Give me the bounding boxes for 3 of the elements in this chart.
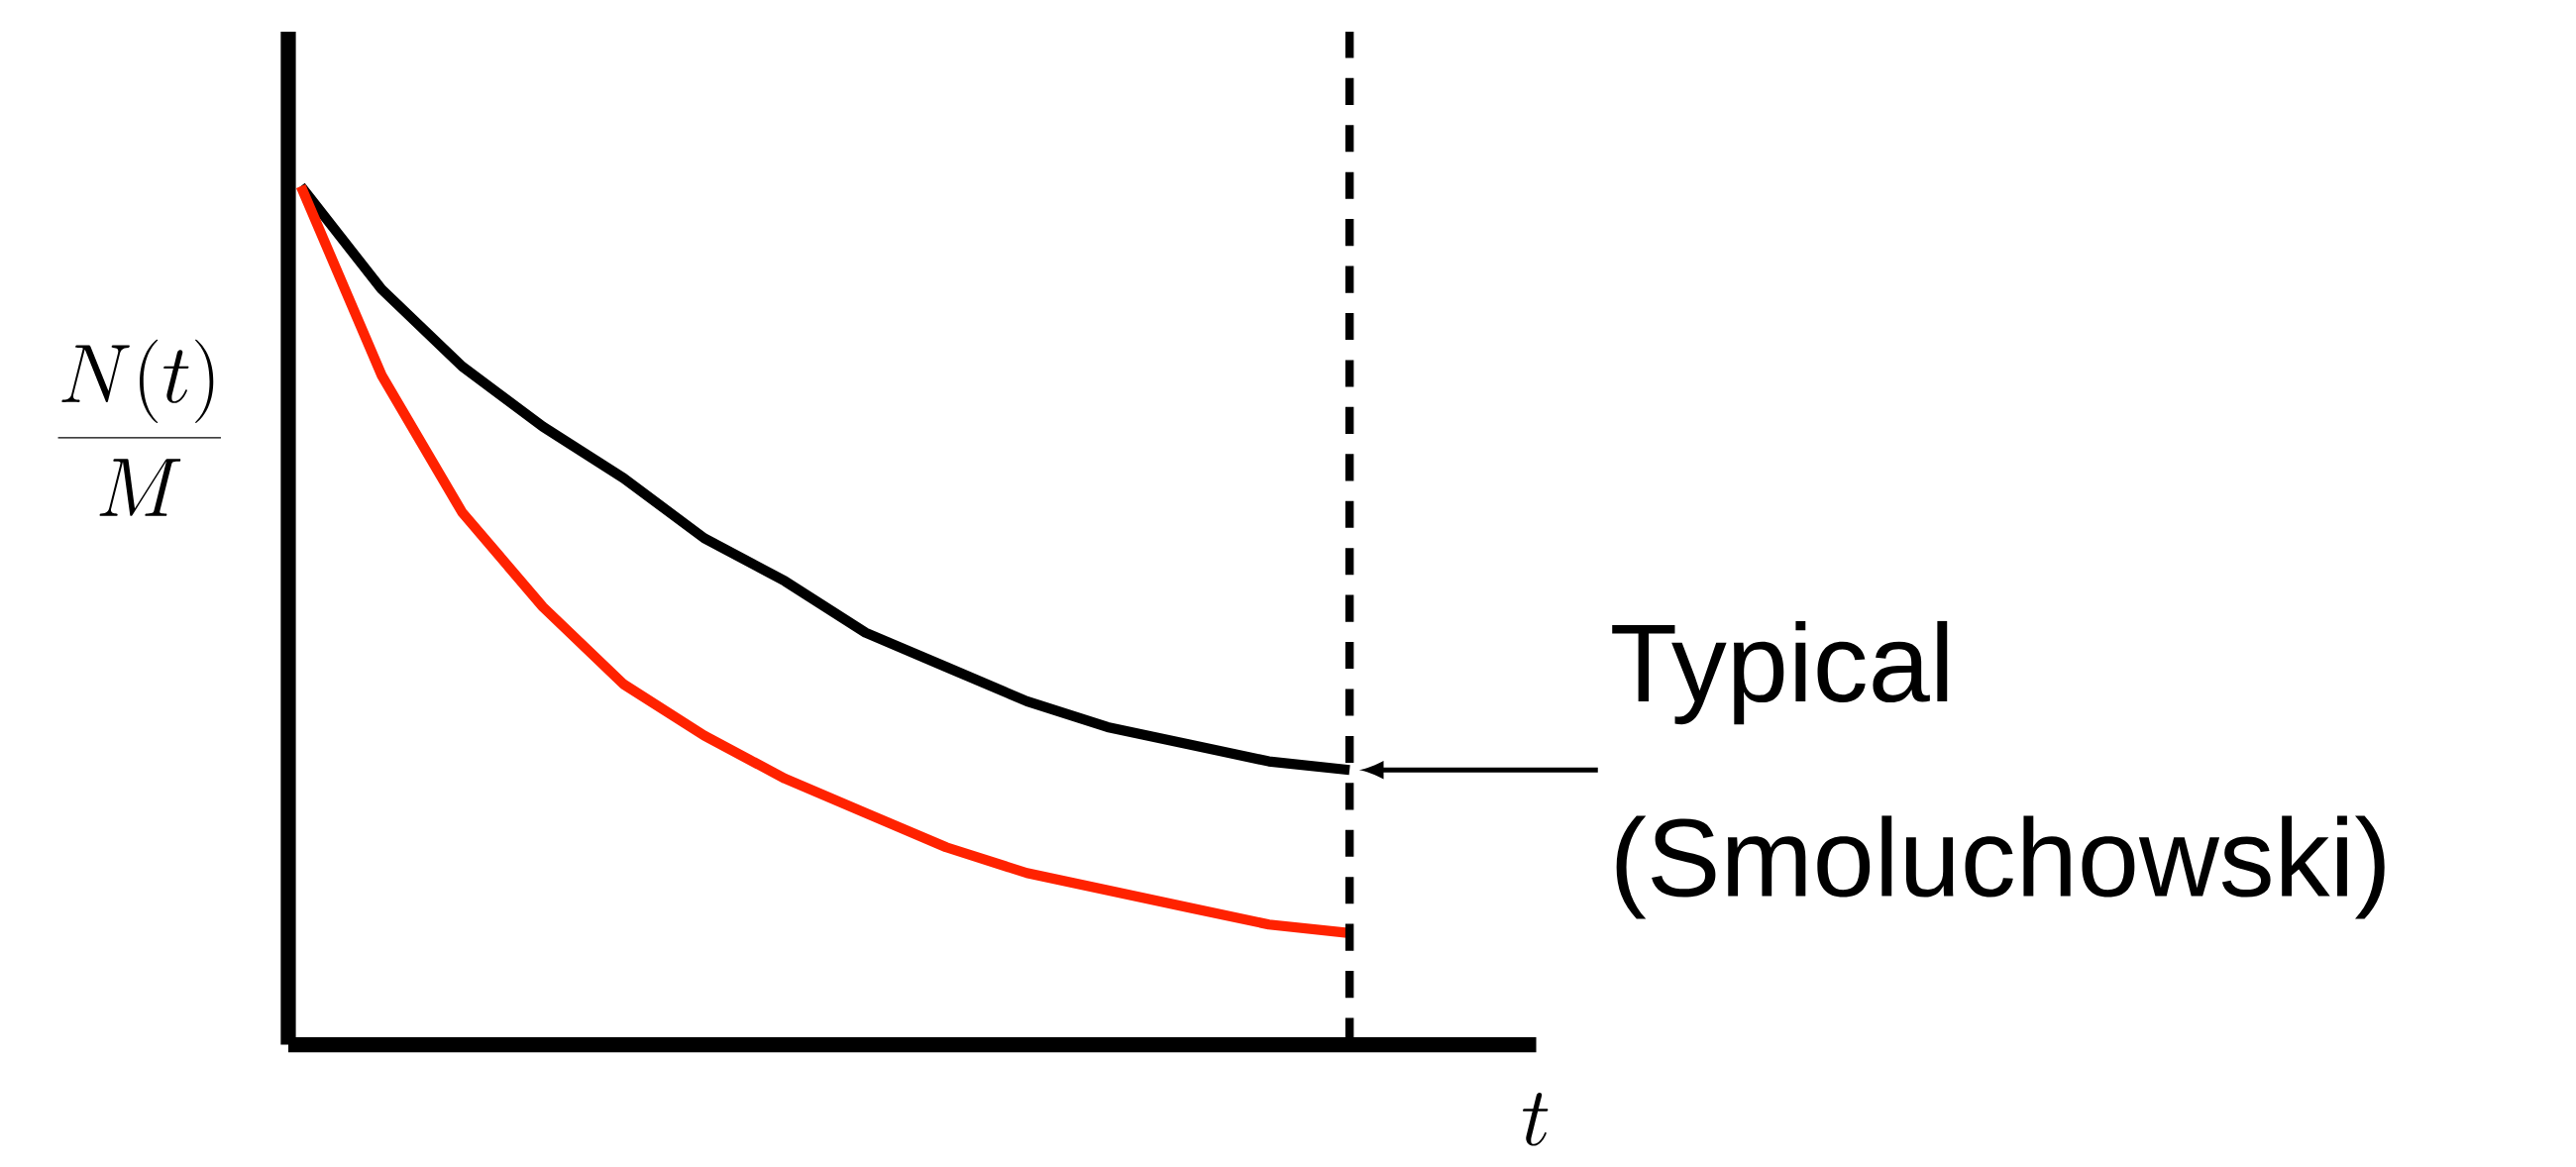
y-axis-title: $\frac{N(t)}{M}$ [57,339,221,516]
x-axis-title: $t$ [1523,1093,1549,1146]
text: Typical (Smoluchowski) [1612,620,2385,919]
